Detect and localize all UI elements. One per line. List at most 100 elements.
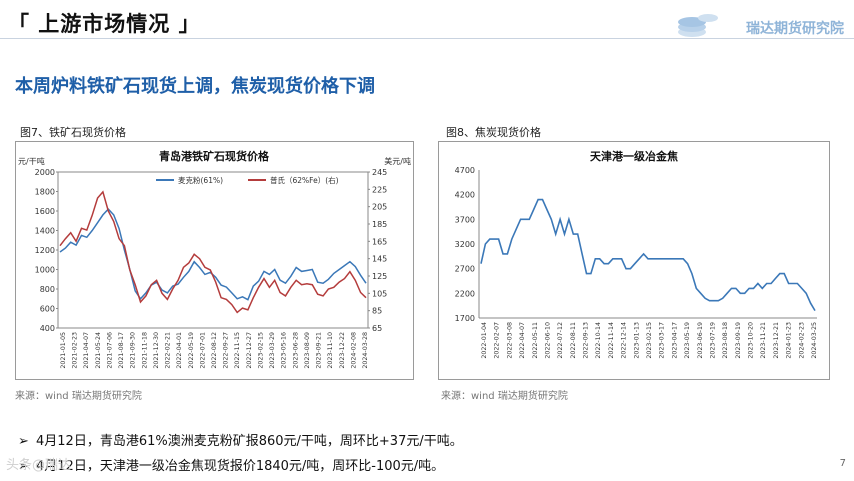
x-tick-label: 2023-02-15	[257, 332, 264, 369]
iron-ore-chart-frame: 青岛港铁矿石现货价格元/干吨 美元/吨 400 600 800 1000 1200 1400 1…	[15, 141, 414, 380]
x-tick-label: 2022-08-11	[570, 322, 577, 359]
x-tick-label: 2023-08-18	[722, 322, 729, 359]
x-tick-label: 2021-05-24	[95, 332, 102, 369]
y-tick-left: 1800	[35, 188, 55, 197]
y-tick-right: 185	[372, 220, 387, 229]
chart-title: 青岛港铁矿石现货价格	[159, 149, 270, 163]
y-tick: 2200	[455, 289, 475, 298]
y-tick: 3200	[455, 240, 475, 249]
x-tick-label: 2022-11-15	[234, 332, 241, 369]
x-tick-label: 2023-05-19	[684, 322, 691, 359]
x-tick-label: 2023-03-17	[659, 322, 666, 359]
y-tick: 4200	[455, 191, 475, 200]
x-tick-label: 2023-03-29	[269, 332, 276, 369]
header-divider	[0, 38, 854, 39]
x-tick-label: 2021-09-30	[130, 332, 137, 369]
coin-stack-icon	[678, 14, 718, 37]
x-tick-label: 2022-02-07	[494, 322, 501, 359]
figure-8-caption: 图8、焦炭现货价格	[446, 126, 541, 139]
x-tick-label: 2023-07-19	[709, 322, 716, 359]
x-tick-label: 2022-02-21	[165, 332, 172, 369]
y-tick-right: 245	[372, 168, 387, 177]
y-tick-right: 105	[372, 289, 387, 298]
bullet-text: 4月12日，青岛港61%澳洲麦克粉矿报860元/干吨，周环比+37元/干吨。	[36, 434, 463, 449]
x-tick-label: 2022-04-07	[519, 322, 526, 359]
x-tick-label: 2022-03-08	[506, 322, 513, 359]
figure-8-source: 来源：wind 瑞达期货研究院	[441, 391, 568, 402]
x-tick-label: 2021-04-07	[83, 332, 90, 369]
series-line-1	[59, 190, 367, 314]
y-tick-left: 1200	[35, 246, 55, 255]
x-tick-label: 2023-01-13	[633, 322, 640, 359]
x-tick-label: 2023-06-28	[292, 332, 299, 369]
company-logo: 瑞达期货研究院	[674, 6, 844, 42]
bullet-iron-ore: ➢ 4月12日，青岛港61%澳洲麦克粉矿报860元/干吨，周环比+37元/干吨。	[18, 430, 463, 449]
x-tick-label: 2023-12-21	[773, 322, 780, 359]
x-tick-label: 2022-06-10	[544, 322, 551, 359]
x-tick-label: 2022-04-01	[176, 332, 183, 369]
y-axis-right-label: 美元/吨	[384, 156, 411, 166]
x-tick-label: 2022-05-11	[532, 322, 539, 359]
x-tick-label: 2023-05-16	[281, 332, 288, 369]
x-tick-label: 2023-04-17	[671, 322, 678, 359]
x-tick-label: 2022-07-12	[557, 322, 564, 359]
x-tick-label: 2022-09-27	[223, 332, 230, 369]
x-tick-label: 2021-11-18	[141, 332, 148, 369]
y-tick-right: 65	[372, 324, 382, 333]
y-tick-right: 205	[372, 203, 387, 212]
y-tick-right: 165	[372, 237, 387, 246]
series-line-0	[59, 207, 367, 301]
x-tick-label: 2023-10-20	[748, 322, 755, 359]
watermark: 头条@瑞达	[6, 458, 72, 473]
y-tick-left: 2000	[35, 168, 55, 177]
chart-title: 天津港一级冶金焦	[590, 149, 678, 163]
page-number: 7	[839, 458, 846, 469]
bullet-arrow-icon: ➢	[18, 459, 29, 474]
y-tick-right: 125	[372, 272, 387, 281]
y-tick-left: 600	[40, 305, 55, 314]
y-tick-left: 400	[40, 324, 55, 333]
x-tick-label: 2022-09-13	[583, 322, 590, 359]
y-tick: 3700	[455, 215, 475, 224]
y-tick-left: 1000	[35, 266, 55, 275]
x-tick-label: 2021-07-06	[106, 332, 113, 369]
x-tick-label: 2024-01-23	[786, 322, 793, 359]
x-tick-label: 2022-01-04	[481, 322, 488, 359]
logo-text: 瑞达期货研究院	[746, 21, 844, 37]
x-tick-label: 2023-12-22	[339, 332, 346, 369]
y-tick-right: 225	[372, 185, 387, 194]
y-tick-left: 1600	[35, 207, 55, 216]
x-tick-label: 2024-02-08	[350, 332, 357, 369]
y-tick: 4700	[455, 166, 475, 175]
x-tick-label: 2021-02-23	[72, 332, 79, 369]
x-tick-label: 2023-11-21	[760, 322, 767, 359]
y-tick-left: 1400	[35, 227, 55, 236]
x-tick-label: 2022-05-19	[188, 332, 195, 369]
y-tick-right: 85	[372, 307, 382, 316]
figure-7-caption: 图7、铁矿石现货价格	[20, 126, 126, 139]
x-tick-label: 2024-03-28	[362, 332, 369, 369]
bullet-coke: ➢ 4月12日，天津港一级冶金焦现货报价1840元/吨，周环比-100元/吨。	[18, 455, 444, 474]
figure-7-source: 来源：wind 瑞达期货研究院	[15, 391, 142, 402]
y-axis-left-label: 元/干吨	[18, 156, 45, 166]
y-tick: 2700	[455, 265, 475, 274]
coke-chart-frame: 天津港一级冶金焦 1700 2200 2700 3200 3700 4200 4700 2022…	[438, 141, 830, 380]
y-tick-right: 145	[372, 255, 387, 264]
coke-chart: 天津港一级冶金焦 1700 2200 2700 3200 3700 4200 4700 2022…	[455, 149, 818, 359]
x-tick-label: 2022-07-01	[199, 332, 206, 369]
x-tick-label: 2021-01-05	[60, 332, 67, 369]
y-tick: 1700	[455, 314, 475, 323]
slide-subtitle: 本周炉料铁矿石现货上调，焦炭现货价格下调	[15, 76, 375, 97]
bullet-text: 4月12日，天津港一级冶金焦现货报价1840元/吨，周环比-100元/吨。	[36, 459, 445, 474]
y-tick-left: 800	[40, 285, 55, 294]
x-tick-label: 2023-02-15	[646, 322, 653, 359]
x-tick-label: 2023-09-21	[316, 332, 323, 369]
x-tick-label: 2021-12-30	[153, 332, 160, 369]
x-tick-label: 2022-12-14	[621, 322, 628, 359]
x-tick-label: 2023-09-19	[735, 322, 742, 359]
x-tick-label: 2022-08-12	[211, 332, 218, 369]
x-tick-label: 2022-12-27	[246, 332, 253, 369]
x-tick-label: 2023-06-19	[697, 322, 704, 359]
x-tick-label: 2021-08-17	[118, 332, 125, 369]
